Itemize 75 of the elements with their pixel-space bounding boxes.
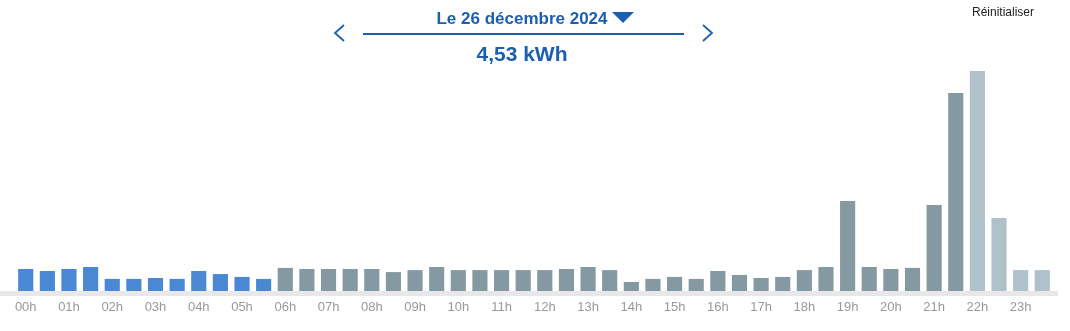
bar [623, 281, 639, 291]
bar [450, 270, 466, 291]
x-tick-label: 20h [880, 299, 902, 314]
x-tick-label: 04h [187, 299, 210, 314]
x-tick-label: 22h [966, 299, 989, 314]
bar [385, 272, 401, 291]
bar [104, 278, 120, 291]
bar [537, 270, 553, 291]
x-tick-label: 06h [274, 299, 297, 314]
bar [493, 270, 510, 291]
bar [320, 269, 337, 291]
x-tick-label: 19h [836, 299, 859, 314]
bar [191, 270, 207, 291]
x-tick-label: 03h [144, 299, 167, 314]
bar [83, 267, 99, 291]
x-tick-label: 07h [317, 299, 340, 314]
bar [212, 274, 228, 291]
bar [61, 269, 77, 291]
bar [147, 278, 164, 291]
bar [515, 270, 531, 291]
bar [818, 267, 834, 291]
x-tick-label: 09h [404, 299, 426, 314]
bar [256, 278, 272, 291]
bar [277, 267, 293, 291]
x-tick-label: 05h [231, 299, 253, 314]
bar [731, 274, 748, 291]
bar [1034, 270, 1050, 291]
bar [602, 270, 618, 291]
x-tick-label: 23h [1009, 299, 1032, 314]
bar [429, 267, 445, 291]
bar [753, 278, 769, 291]
bar [796, 270, 812, 291]
bar [407, 270, 423, 291]
bar [904, 267, 921, 291]
x-tick-label: 18h [793, 299, 816, 314]
x-tick-label: 01h [58, 299, 80, 314]
x-tick-label: 16h [706, 299, 729, 314]
x-tick-label: 12h [533, 299, 556, 314]
bar [883, 269, 899, 291]
text: Réinitialiser [971, 5, 1035, 19]
bar [688, 278, 704, 291]
bar [558, 269, 575, 291]
bar [580, 267, 596, 291]
bar [234, 276, 250, 291]
x-tick-label: 13h [577, 299, 599, 314]
chart-subtitle: 4,53 kWh [476, 42, 568, 65]
x-tick-label: 02h [101, 299, 124, 314]
chart-title: Le 26 décembre 2024 [436, 9, 609, 28]
bar [861, 267, 877, 291]
bar [710, 270, 726, 291]
bar [169, 278, 185, 291]
bar [126, 278, 142, 291]
x-tick-label: 08h [360, 299, 383, 314]
x-tick-label: 14h [620, 299, 643, 314]
bar [926, 204, 942, 291]
bar [991, 217, 1007, 291]
bar [299, 269, 315, 291]
bar [840, 201, 856, 291]
x-tick-label: 17h [750, 299, 772, 314]
bar [969, 71, 985, 291]
bar [645, 278, 661, 291]
x-tick-label: 15h [663, 299, 686, 314]
bar [667, 276, 683, 291]
bar [472, 270, 488, 291]
x-tick-label: 21h [923, 299, 945, 314]
bar [18, 269, 34, 291]
x-tick-label: 11h [491, 299, 512, 314]
x-tick-label: 10h [447, 299, 470, 314]
bar [364, 269, 380, 291]
x-tick-label: 00h [14, 299, 37, 314]
bar [342, 269, 358, 291]
bar [39, 270, 55, 291]
bar [948, 93, 964, 291]
bar [775, 276, 791, 291]
bar [1013, 270, 1029, 291]
